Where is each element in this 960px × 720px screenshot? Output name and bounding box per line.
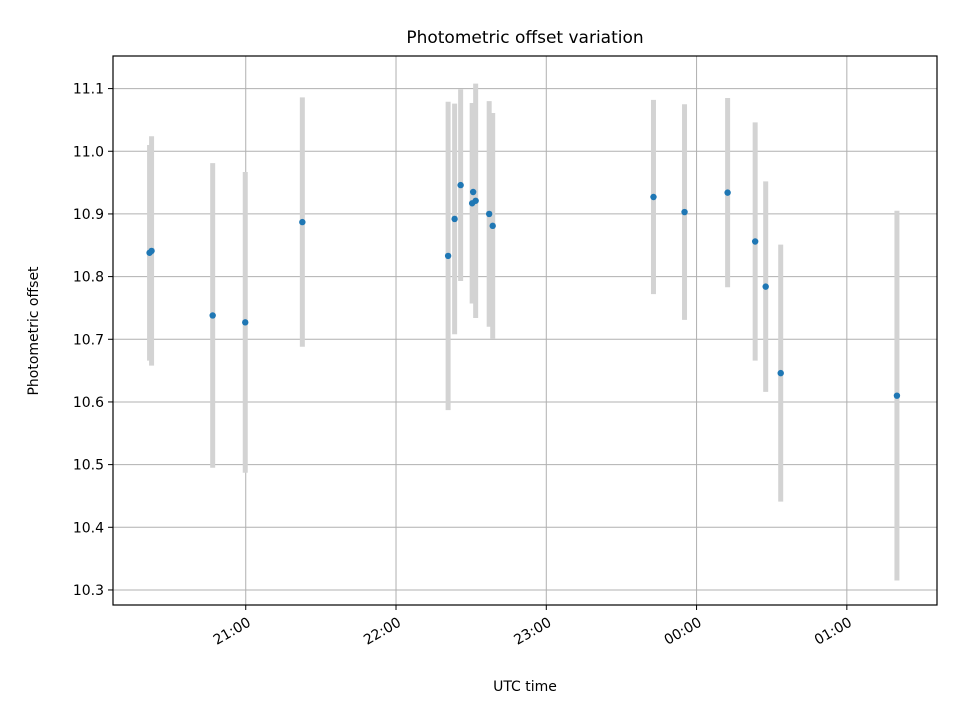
data-point [444, 252, 452, 260]
y-tick-label: 10.9 [73, 207, 104, 223]
data-point [469, 188, 477, 196]
data-point [777, 369, 784, 377]
data-points [146, 181, 901, 399]
y-tick-label: 10.7 [73, 332, 104, 348]
data-point [457, 181, 464, 189]
data-point [472, 197, 479, 204]
data-point [485, 210, 493, 218]
y-axis-label: Photometric offset [26, 266, 42, 396]
data-point [209, 312, 216, 319]
data-point [242, 319, 249, 326]
data-point [751, 238, 759, 245]
grid [113, 56, 937, 605]
y-tick-label: 11.1 [73, 82, 104, 98]
data-point [299, 218, 306, 226]
y-tick-label: 10.6 [73, 395, 104, 411]
data-point [762, 283, 769, 290]
y-tick-label: 10.3 [73, 583, 104, 599]
data-point [724, 189, 731, 196]
y-tick-label: 10.5 [73, 458, 104, 474]
chart-title: Photometric offset variation [406, 28, 643, 48]
plot-frame [112, 55, 938, 606]
x-axis-label: UTC time [493, 679, 557, 695]
y-tick-label: 10.4 [73, 520, 104, 536]
y-tick-label: 11.0 [73, 144, 104, 160]
y-axis: 10.3 10.4 10.5 10.6 10.7 10.8 10.9 11.0 11.1 [73, 82, 113, 599]
y-tick-label: 10.8 [73, 270, 104, 286]
data-point [451, 215, 458, 223]
data-point [489, 222, 496, 230]
data-point [681, 208, 688, 216]
data-point [650, 193, 657, 201]
data-point [893, 392, 901, 399]
data-point [148, 247, 155, 255]
